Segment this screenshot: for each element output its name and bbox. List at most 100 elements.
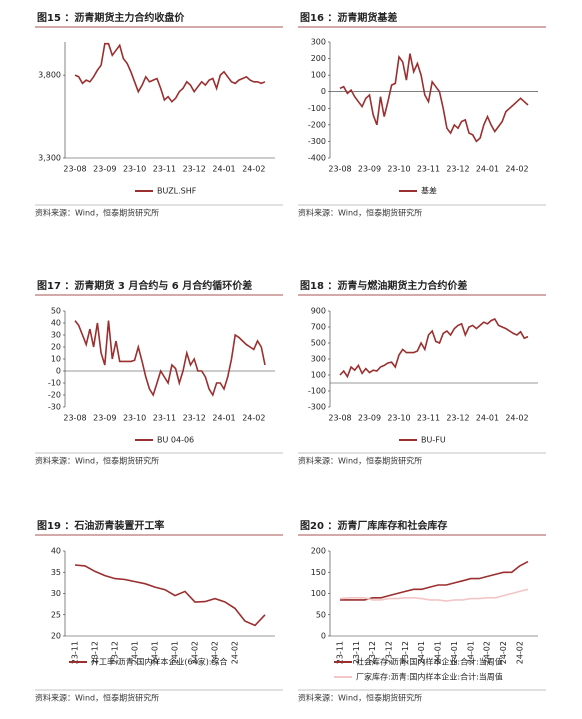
- y-tick-label: -300: [308, 403, 326, 412]
- x-tick-label: 24-01: [434, 641, 443, 664]
- y-tick-label: -10: [48, 379, 61, 388]
- x-tick-label: 23-12: [385, 641, 394, 664]
- data-line: [339, 53, 529, 143]
- y-tick-label: 40: [51, 319, 61, 328]
- y-tick-label: 35: [51, 568, 61, 577]
- y-tick-label: 50: [316, 610, 326, 619]
- x-tick-label: 24-02: [242, 414, 265, 423]
- x-tick-label: 23-11: [417, 165, 440, 174]
- x-tick-label: 24-02: [231, 641, 240, 664]
- chart-title: 图16 ：沥青期货基差: [300, 11, 397, 24]
- y-tick-label: -400: [308, 154, 326, 163]
- y-tick-label: 20: [51, 632, 61, 641]
- y-tick-label: 3,300: [38, 154, 61, 163]
- x-tick-label: 24-02: [483, 641, 492, 664]
- x-tick-label: 23-09: [93, 165, 116, 174]
- y-tick-label: 100: [311, 589, 326, 598]
- y-tick-label: 500: [311, 339, 326, 348]
- x-tick-label: 23-10: [387, 414, 410, 423]
- x-tick-label: 24-02: [505, 414, 528, 423]
- y-tick-label: 3,800: [38, 71, 61, 80]
- source: 资料来源：Wind，恒泰期货研究所: [35, 693, 159, 703]
- y-tick-label: 900: [311, 307, 326, 316]
- x-tick-label: 24-02: [191, 641, 200, 664]
- y-tick-label: 0: [56, 367, 61, 376]
- x-tick-label: 23-11: [417, 414, 440, 423]
- source: 资料来源：Wind，恒泰期货研究所: [298, 456, 422, 466]
- y-tick-label: 20: [51, 343, 61, 352]
- y-tick-label: -100: [308, 104, 326, 113]
- y-tick-label: 150: [311, 568, 326, 577]
- x-tick-label: 23-12: [91, 641, 100, 664]
- data-line: [339, 317, 529, 379]
- x-tick-label: 23-08: [63, 165, 86, 174]
- data-line: [74, 320, 266, 397]
- x-tick-label: 23-11: [153, 165, 176, 174]
- legend-label: 厂家库存:沥青:国内样本企业:合计:当周值: [356, 672, 503, 682]
- x-tick-label: 24-02: [515, 641, 524, 664]
- x-tick-label: 23-12: [183, 414, 206, 423]
- y-tick-label: 30: [51, 331, 61, 340]
- legend-label: 社会库存:沥青:国内样本企业:合计:当周值: [356, 657, 503, 667]
- chart-title: 图18 ：沥青与燃油期货主力合约价差: [300, 279, 467, 292]
- legend-label: BUZL.SHF: [157, 187, 197, 196]
- legend-label: 开工率:沥青:国内样本企业(64家):综合: [91, 657, 228, 667]
- x-tick-label: 24-01: [466, 641, 475, 664]
- x-tick-label: 23-12: [368, 641, 377, 664]
- y-tick-label: 300: [311, 38, 326, 47]
- y-tick-label: 25: [51, 610, 61, 619]
- y-tick-label: 0: [321, 87, 326, 96]
- y-tick-label: 200: [311, 547, 326, 556]
- x-tick-label: 23-09: [93, 414, 116, 423]
- x-tick-label: 24-01: [476, 165, 499, 174]
- data-line: [74, 564, 266, 627]
- y-tick-label: -30: [48, 403, 61, 412]
- x-tick-label: 23-08: [328, 165, 351, 174]
- x-tick-label: 23-09: [358, 414, 381, 423]
- x-tick-label: 24-01: [131, 641, 140, 664]
- chart-title: 图15 ：沥青期货主力合约收盘价: [37, 11, 185, 24]
- x-tick-label: 23-12: [446, 165, 469, 174]
- x-tick-label: 23-12: [446, 414, 469, 423]
- x-tick-label: 23-12: [111, 641, 120, 664]
- y-tick-label: -100: [308, 387, 326, 396]
- data-line: [74, 42, 266, 103]
- legend-label: BU 04-06: [157, 436, 194, 445]
- x-tick-label: 23-11: [71, 641, 80, 664]
- data-line: [340, 560, 529, 601]
- y-tick-label: 700: [311, 323, 326, 332]
- y-tick-label: 0: [321, 632, 326, 641]
- x-tick-label: 23-10: [123, 414, 146, 423]
- y-tick-label: 50: [51, 307, 61, 316]
- y-tick-label: 200: [311, 54, 326, 63]
- chart-title: 图17 ：沥青期货 3 月合约与 6 月合约循环价差: [37, 279, 252, 292]
- x-tick-label: 24-02: [499, 641, 508, 664]
- chart-title: 图20 ：沥青厂库库存和社会库存: [300, 519, 447, 532]
- x-tick-label: 24-01: [417, 641, 426, 664]
- x-tick-label: 24-02: [505, 165, 528, 174]
- x-tick-label: 24-01: [212, 165, 235, 174]
- x-tick-label: 24-01: [171, 641, 180, 664]
- y-tick-label: 300: [311, 355, 326, 364]
- x-tick-label: 23-12: [401, 641, 410, 664]
- x-tick-label: 23-08: [328, 414, 351, 423]
- legend-label: 基差: [421, 186, 437, 196]
- y-tick-label: 30: [51, 589, 61, 598]
- x-tick-label: 24-01: [212, 414, 235, 423]
- y-tick-label: 100: [311, 71, 326, 80]
- y-tick-label: 100: [311, 371, 326, 380]
- y-tick-label: 10: [51, 355, 61, 364]
- x-tick-label: 23-10: [123, 165, 146, 174]
- x-tick-label: 23-11: [336, 641, 345, 664]
- x-tick-label: 24-01: [151, 641, 160, 664]
- x-tick-label: 24-02: [242, 165, 265, 174]
- y-tick-label: -20: [48, 391, 61, 400]
- y-tick-label: -200: [308, 120, 326, 129]
- x-tick-label: 24-01: [450, 641, 459, 664]
- source: 资料来源：Wind，恒泰期货研究所: [298, 693, 422, 703]
- y-tick-label: -300: [308, 137, 326, 146]
- y-tick-label: 40: [51, 547, 61, 556]
- x-tick-label: 23-11: [352, 641, 361, 664]
- data-line: [339, 588, 529, 602]
